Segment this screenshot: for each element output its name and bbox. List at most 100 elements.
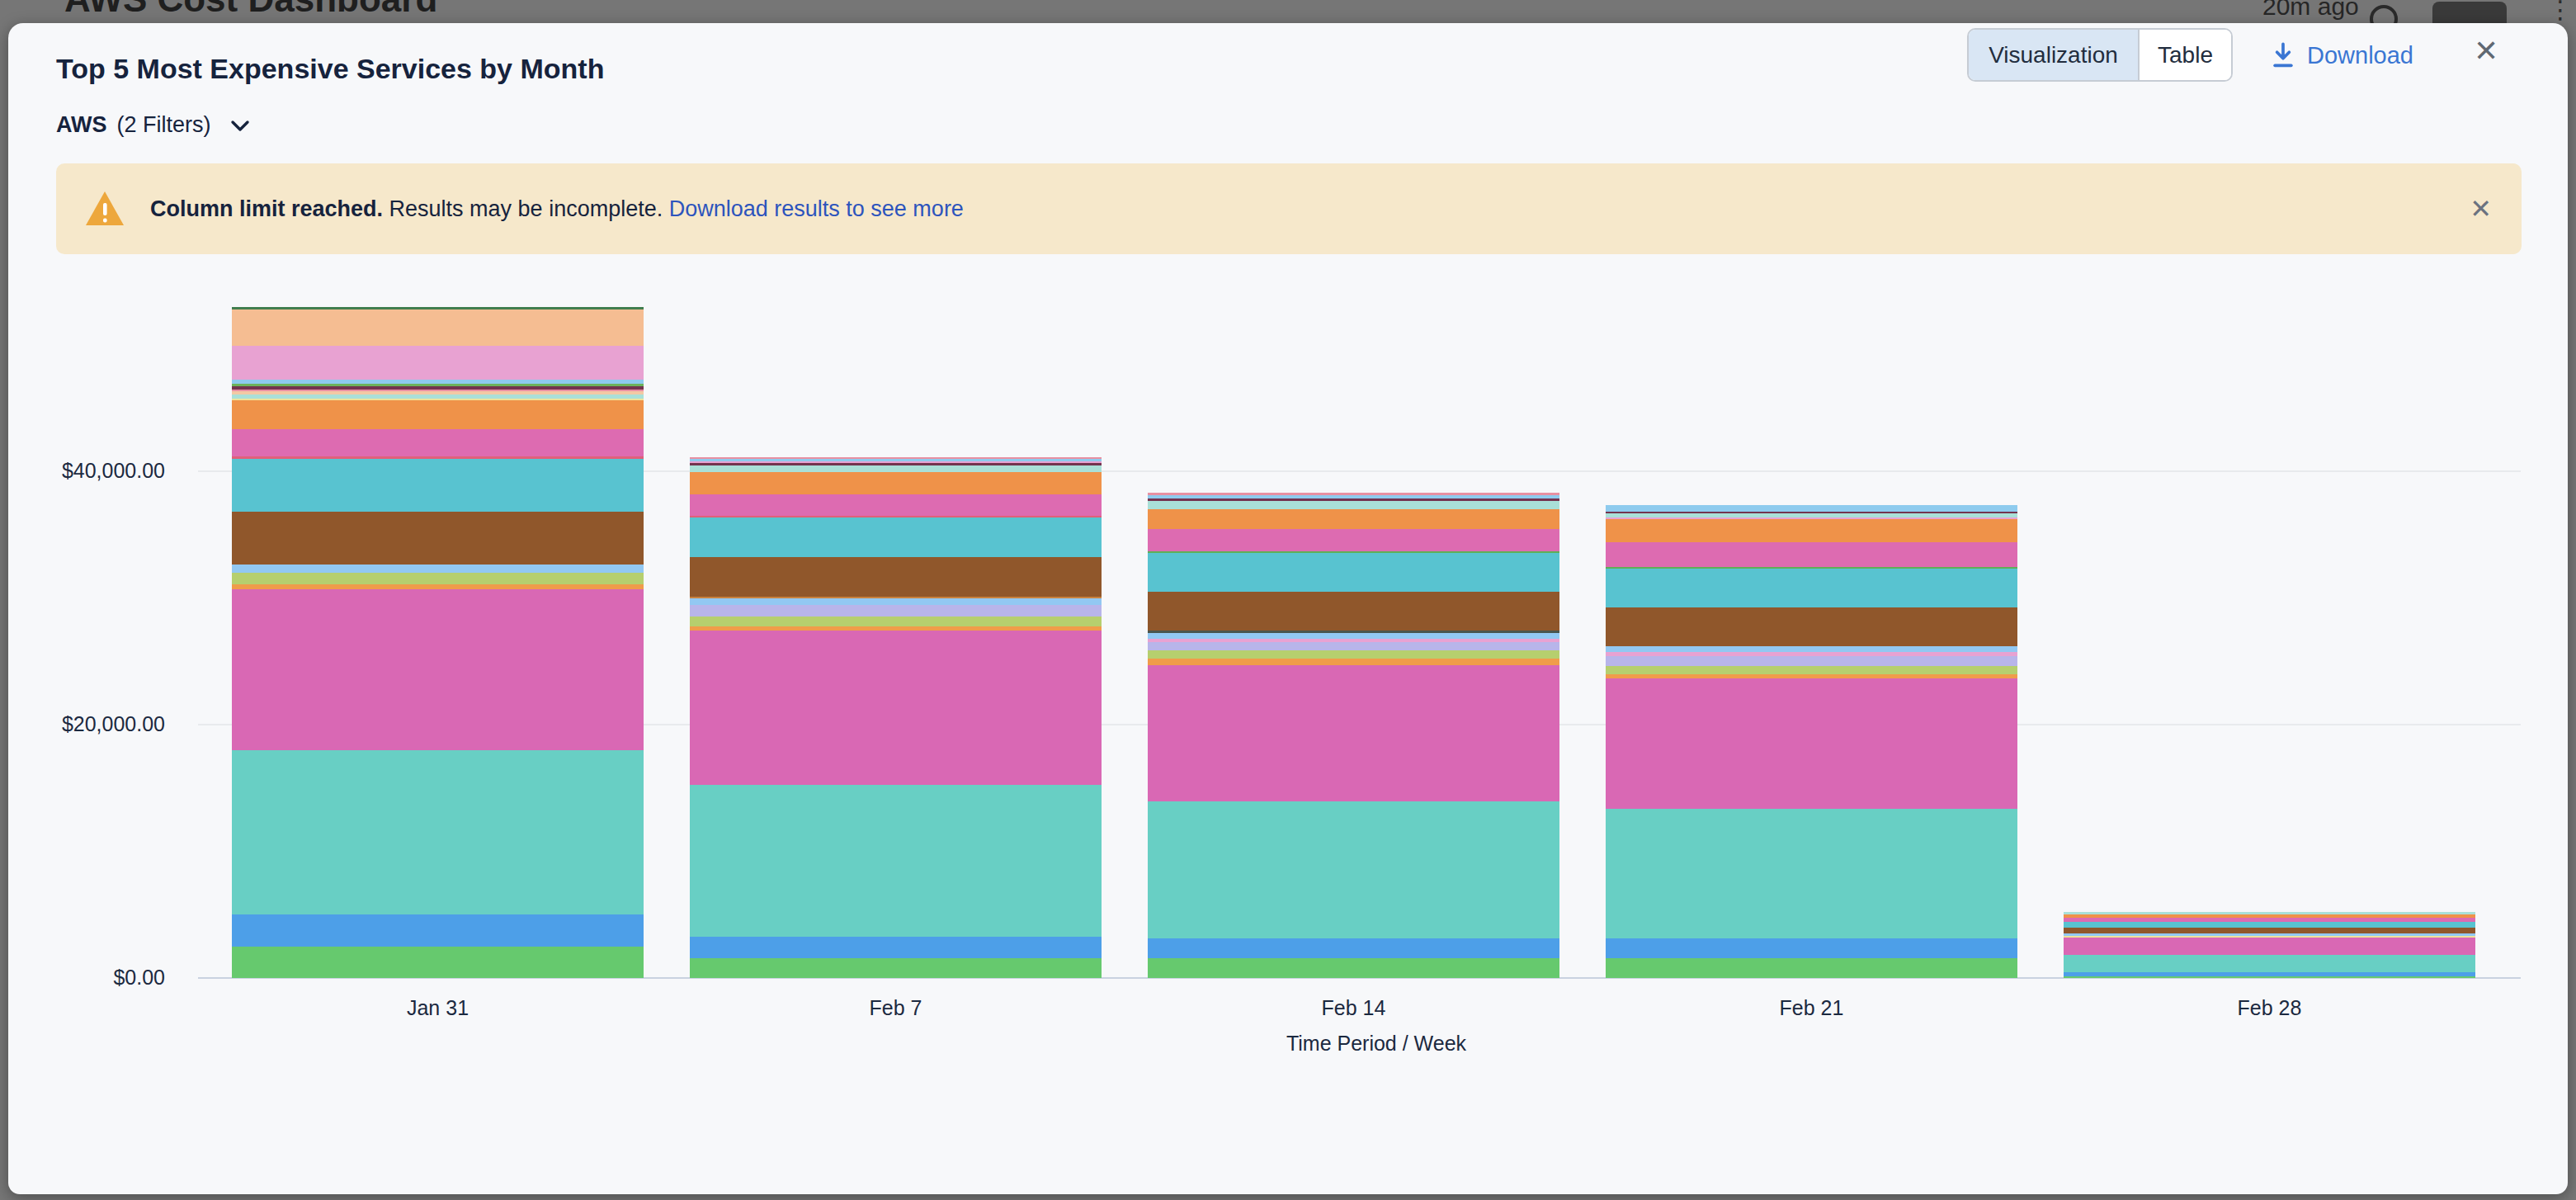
bar-segment[interactable] bbox=[1606, 674, 2017, 678]
x-tick-label: Feb 14 bbox=[1148, 996, 1559, 1020]
bar-segment[interactable] bbox=[1148, 529, 1559, 551]
x-tick-label: Feb 7 bbox=[690, 996, 1102, 1020]
bar-segment[interactable] bbox=[232, 565, 644, 573]
bar-segment[interactable] bbox=[232, 309, 644, 346]
bar-segment[interactable] bbox=[690, 459, 1102, 461]
bar-segment[interactable] bbox=[232, 390, 644, 391]
bar-segment[interactable] bbox=[232, 456, 644, 459]
bar-segment[interactable] bbox=[232, 512, 644, 565]
bar-segment[interactable] bbox=[690, 785, 1102, 937]
bar-segment[interactable] bbox=[690, 461, 1102, 463]
x-tick-label: Jan 31 bbox=[232, 996, 644, 1020]
bar-segment[interactable] bbox=[2064, 914, 2475, 918]
bar-segment[interactable] bbox=[232, 914, 644, 947]
bar-segment[interactable] bbox=[2064, 936, 2475, 938]
bar-segment[interactable] bbox=[232, 399, 644, 400]
last-refreshed-timestamp: 20m ago bbox=[2262, 0, 2359, 21]
bar-segment[interactable] bbox=[232, 573, 644, 584]
bar-segment[interactable] bbox=[1148, 493, 1559, 495]
bar-segment[interactable] bbox=[1606, 569, 2017, 607]
bar-segment[interactable] bbox=[690, 626, 1102, 631]
bar-segment[interactable] bbox=[232, 400, 644, 429]
bar-segment[interactable] bbox=[690, 465, 1102, 472]
refresh-icon bbox=[2370, 5, 2398, 23]
bar-segment[interactable] bbox=[690, 605, 1102, 617]
bar-segment[interactable] bbox=[1606, 567, 2017, 569]
bar-segment[interactable] bbox=[2064, 976, 2475, 978]
bar-segment[interactable] bbox=[232, 384, 644, 386]
bar-segment[interactable] bbox=[1606, 542, 2017, 567]
y-tick-label: $0.00 bbox=[8, 966, 165, 990]
bar-segment[interactable] bbox=[1148, 639, 1559, 642]
bar-segment[interactable] bbox=[232, 947, 644, 978]
bar-segment[interactable] bbox=[1148, 650, 1559, 659]
bar-segment[interactable] bbox=[2064, 972, 2475, 976]
bar-segment[interactable] bbox=[690, 958, 1102, 978]
bar-segment[interactable] bbox=[1606, 517, 2017, 519]
x-tick-label: Feb 28 bbox=[2064, 996, 2475, 1020]
bar-segment[interactable] bbox=[690, 463, 1102, 465]
bar-segment[interactable] bbox=[690, 457, 1102, 459]
bar-segment[interactable] bbox=[2064, 922, 2475, 928]
bar-segment[interactable] bbox=[1148, 642, 1559, 650]
bar-segment[interactable] bbox=[1606, 958, 2017, 978]
chart-modal: Top 5 Most Expensive Services by Month V… bbox=[8, 23, 2568, 1194]
bar-segment[interactable] bbox=[690, 494, 1102, 516]
bar-segment[interactable] bbox=[1148, 633, 1559, 639]
bar-segment[interactable] bbox=[1148, 592, 1559, 631]
bar-segment[interactable] bbox=[690, 631, 1102, 785]
bar-segment[interactable] bbox=[1148, 801, 1559, 938]
bar-segment[interactable] bbox=[1148, 938, 1559, 958]
bar-segment[interactable] bbox=[1606, 646, 2017, 652]
bar-segment[interactable] bbox=[690, 557, 1102, 597]
bar-segment[interactable] bbox=[1148, 551, 1559, 553]
bar-segment[interactable] bbox=[232, 589, 644, 750]
bar-segment[interactable] bbox=[2064, 928, 2475, 933]
bar-segment[interactable] bbox=[1606, 809, 2017, 938]
bar-segment[interactable] bbox=[1148, 495, 1559, 498]
bar-segment[interactable] bbox=[2064, 933, 2475, 936]
bar-segment[interactable] bbox=[2064, 918, 2475, 922]
bar-segment[interactable] bbox=[232, 459, 644, 512]
bar-segment[interactable] bbox=[690, 597, 1102, 598]
bar-segment[interactable] bbox=[1606, 505, 2017, 512]
bar-segment[interactable] bbox=[2064, 938, 2475, 955]
bar-segment[interactable] bbox=[690, 472, 1102, 494]
bar-segment[interactable] bbox=[1606, 513, 2017, 517]
bar-segment[interactable] bbox=[1606, 519, 2017, 542]
bar-segment[interactable] bbox=[1148, 631, 1559, 633]
bar-segment[interactable] bbox=[1606, 512, 2017, 513]
bar-segment[interactable] bbox=[1606, 607, 2017, 646]
bar-segment[interactable] bbox=[232, 750, 644, 914]
y-tick-label: $40,000.00 bbox=[8, 459, 165, 483]
bar-segment[interactable] bbox=[2064, 955, 2475, 972]
bar-segment[interactable] bbox=[690, 516, 1102, 517]
bar-segment[interactable] bbox=[1606, 666, 2017, 674]
bar-segment[interactable] bbox=[1148, 958, 1559, 978]
bar-segment[interactable] bbox=[232, 346, 644, 380]
bar-segment[interactable] bbox=[232, 394, 644, 399]
bar-segment[interactable] bbox=[1148, 665, 1559, 801]
bar-segment[interactable] bbox=[1148, 509, 1559, 529]
bar-segment[interactable] bbox=[232, 386, 644, 390]
bar-segment[interactable] bbox=[1148, 659, 1559, 665]
bar-segment[interactable] bbox=[232, 307, 644, 309]
bar-segment[interactable] bbox=[232, 391, 644, 394]
bar-segment[interactable] bbox=[690, 617, 1102, 626]
bar-segment[interactable] bbox=[690, 937, 1102, 958]
bar-segment[interactable] bbox=[1148, 501, 1559, 509]
bar-segment[interactable] bbox=[690, 598, 1102, 605]
bar-segment[interactable] bbox=[690, 517, 1102, 557]
bar-segment[interactable] bbox=[1148, 553, 1559, 592]
bar-segment[interactable] bbox=[2064, 912, 2475, 914]
chart: Time Period / Week $0.00$20,000.00$40,00… bbox=[8, 23, 2568, 1194]
y-tick-label: $20,000.00 bbox=[8, 712, 165, 736]
bar-segment[interactable] bbox=[232, 584, 644, 589]
bar-segment[interactable] bbox=[1606, 652, 2017, 656]
bar-segment[interactable] bbox=[1606, 938, 2017, 958]
bar-segment[interactable] bbox=[1148, 498, 1559, 501]
bar-segment[interactable] bbox=[1606, 678, 2017, 809]
bar-segment[interactable] bbox=[232, 380, 644, 384]
bar-segment[interactable] bbox=[1606, 656, 2017, 666]
bar-segment[interactable] bbox=[232, 429, 644, 456]
